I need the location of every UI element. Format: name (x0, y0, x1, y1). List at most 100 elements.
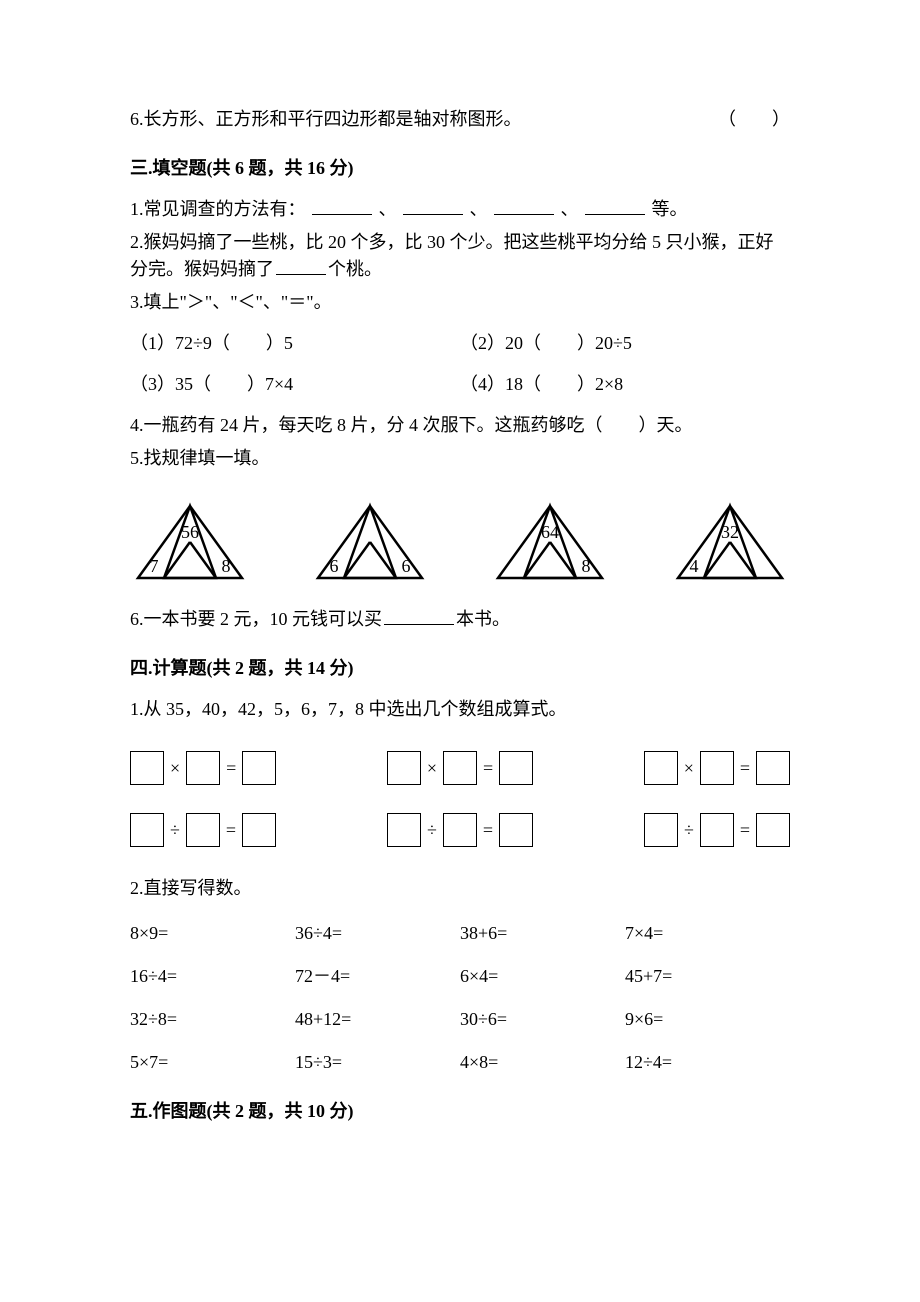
calc-cell: 38+6= (460, 920, 625, 947)
q4-1: 1.从 35，40，42，5，6，7，8 中选出几个数组成算式。 (130, 696, 790, 723)
q3-1: 1.常见调查的方法有： 、 、 、 等。 (130, 196, 790, 223)
eq-group: ÷ = (387, 813, 533, 847)
eq-box (499, 813, 533, 847)
q3-1-prefix: 1.常见调查的方法有： (130, 199, 306, 219)
eq-group: × = (644, 751, 790, 785)
q3-2-text: 2.猴妈妈摘了一些桃，比 20 个多，比 30 个少。把这些桃平均分给 5 只小… (130, 232, 774, 279)
op: ÷ (684, 817, 694, 844)
eq-box (443, 813, 477, 847)
sep: 、 (561, 199, 579, 219)
section-3-heading: 三.填空题(共 6 题，共 16 分) (130, 155, 790, 182)
blank (312, 196, 372, 215)
calc-grid: 8×9= 36÷4= 38+6= 7×4= 16÷4= 72－4= 6×4= 4… (130, 920, 790, 1076)
op: × (684, 755, 694, 782)
eq-box (242, 751, 276, 785)
calc-cell: 15÷3= (295, 1049, 460, 1076)
page: 6.长方形、正方形和平行四边形都是轴对称图形。 （ ） 三.填空题(共 6 题，… (0, 0, 920, 1199)
q4-2: 2.直接写得数。 (130, 875, 790, 902)
tri-right: 8 (582, 556, 591, 576)
section-5-heading: 五.作图题(共 2 题，共 10 分) (130, 1098, 790, 1125)
calc-cell: 45+7= (625, 963, 790, 990)
eq-box (130, 751, 164, 785)
eq: = (226, 817, 236, 844)
q3-3-item-2: （2）20（ ）20÷5 (460, 330, 790, 357)
sep: 、 (379, 199, 397, 219)
q3-6-prefix: 6.一本书要 2 元，10 元钱可以买 (130, 609, 382, 629)
q3-3: 3.填上"＞"、"＜"、"＝"。 (130, 289, 790, 316)
eq-box (186, 751, 220, 785)
triangle-1: 56 7 8 (130, 502, 250, 582)
calc-cell: 9×6= (625, 1006, 790, 1033)
eq: = (226, 755, 236, 782)
eq: = (740, 755, 750, 782)
calc-cell: 6×4= (460, 963, 625, 990)
triangle-4: 32 4 (670, 502, 790, 582)
eq-box (130, 813, 164, 847)
eq-group: ÷ = (130, 813, 276, 847)
op: × (427, 755, 437, 782)
op: ÷ (170, 817, 180, 844)
eq: = (740, 817, 750, 844)
calc-cell: 36÷4= (295, 920, 460, 947)
q3-2-suffix: 个桃。 (328, 259, 382, 279)
triangles-row: 56 7 8 6 6 64 8 32 4 (130, 502, 790, 582)
calc-cell: 4×8= (460, 1049, 625, 1076)
eq-box (443, 751, 477, 785)
tf-q6-paren: （ ） (718, 106, 790, 133)
blank (494, 196, 554, 215)
eq-box (186, 813, 220, 847)
eq-box (700, 813, 734, 847)
blank (384, 606, 454, 625)
q3-6: 6.一本书要 2 元，10 元钱可以买 本书。 (130, 606, 790, 633)
calc-cell: 72－4= (295, 963, 460, 990)
calc-cell: 48+12= (295, 1006, 460, 1033)
eq: = (483, 755, 493, 782)
calc-cell: 16÷4= (130, 963, 295, 990)
op: ÷ (427, 817, 437, 844)
calc-cell: 32÷8= (130, 1006, 295, 1033)
eq-group: ÷ = (644, 813, 790, 847)
q3-1-suffix: 等。 (652, 199, 688, 219)
tri-right: 6 (402, 556, 411, 576)
eq-box (387, 751, 421, 785)
eq-row-2: ÷ = ÷ = ÷ = (130, 813, 790, 847)
eq-box (644, 751, 678, 785)
calc-cell: 30÷6= (460, 1006, 625, 1033)
eq-box (756, 751, 790, 785)
section-4-heading: 四.计算题(共 2 题，共 14 分) (130, 655, 790, 682)
q3-3-item-1: （1）72÷9（ ）5 (130, 330, 460, 357)
blank (585, 196, 645, 215)
tri-left: 6 (330, 556, 339, 576)
eq-box (756, 813, 790, 847)
q3-3-item-4: （4）18（ ）2×8 (460, 371, 790, 398)
tf-q6-text: 6.长方形、正方形和平行四边形都是轴对称图形。 (130, 106, 522, 133)
tri-right: 8 (222, 556, 231, 576)
triangle-2: 6 6 (310, 502, 430, 582)
tri-left: 4 (690, 556, 699, 576)
eq-box (499, 751, 533, 785)
q3-3-row2: （3）35（ ）7×4 （4）18（ ）2×8 (130, 371, 790, 398)
tri-left: 7 (150, 556, 159, 576)
eq-group: × = (130, 751, 276, 785)
tf-question-6: 6.长方形、正方形和平行四边形都是轴对称图形。 （ ） (130, 106, 790, 133)
q3-6-suffix: 本书。 (456, 609, 510, 629)
eq-row-1: × = × = × = (130, 751, 790, 785)
q3-3-row1: （1）72÷9（ ）5 （2）20（ ）20÷5 (130, 330, 790, 357)
q3-5: 5.找规律填一填。 (130, 445, 790, 472)
eq: = (483, 817, 493, 844)
calc-cell: 5×7= (130, 1049, 295, 1076)
q3-3-item-3: （3）35（ ）7×4 (130, 371, 460, 398)
sep: 、 (470, 199, 488, 219)
tri-top: 64 (541, 522, 559, 542)
q3-4: 4.一瓶药有 24 片，每天吃 8 片，分 4 次服下。这瓶药够吃（ ）天。 (130, 412, 790, 439)
blank (276, 256, 326, 275)
calc-cell: 7×4= (625, 920, 790, 947)
tri-top: 32 (721, 522, 739, 542)
eq-group: × = (387, 751, 533, 785)
eq-box (644, 813, 678, 847)
calc-cell: 12÷4= (625, 1049, 790, 1076)
eq-box (700, 751, 734, 785)
eq-box (387, 813, 421, 847)
blank (403, 196, 463, 215)
triangle-3: 64 8 (490, 502, 610, 582)
